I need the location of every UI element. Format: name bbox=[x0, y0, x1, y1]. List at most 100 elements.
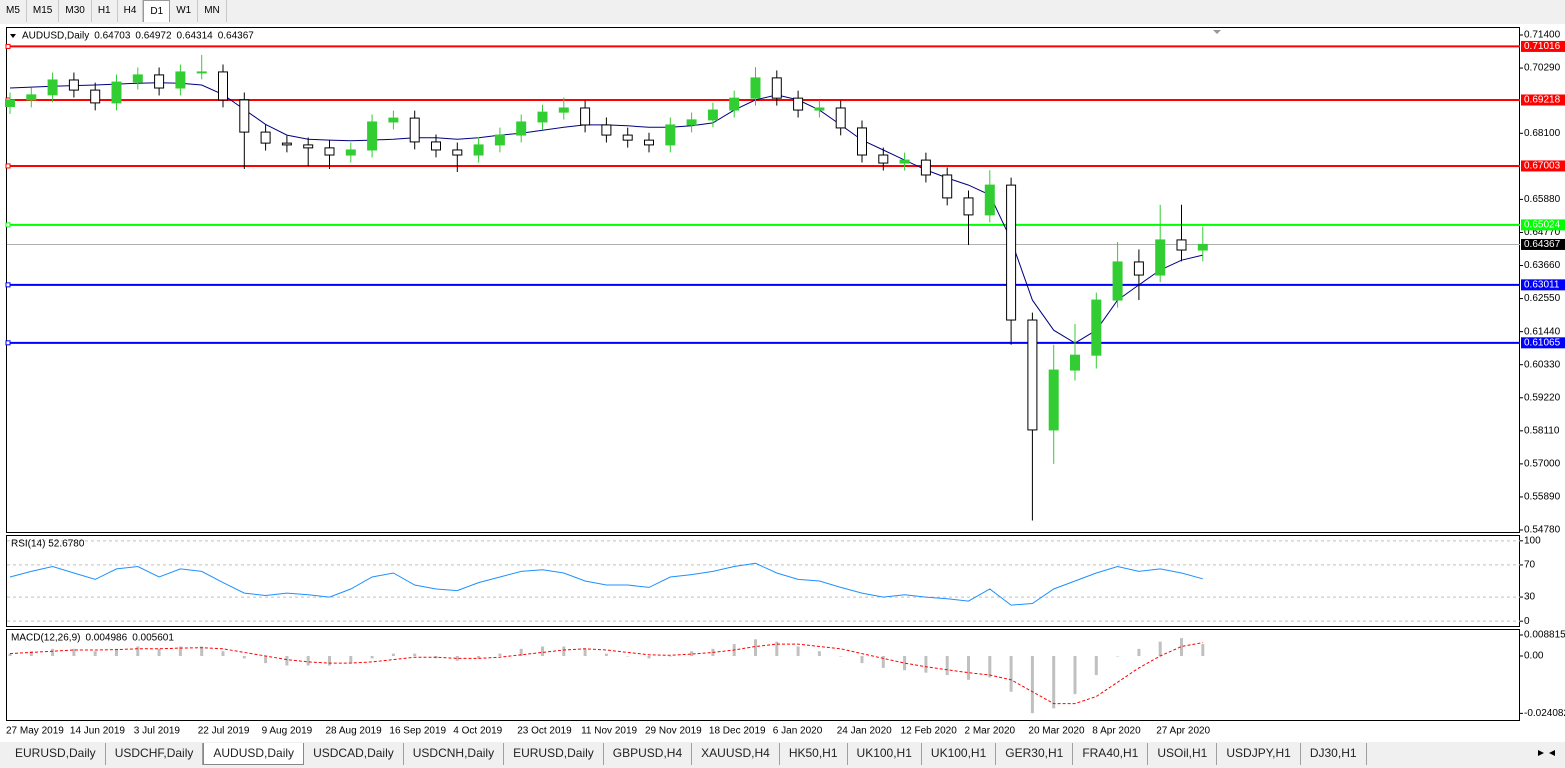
chart-tab[interactable]: USDJPY,H1 bbox=[1217, 743, 1301, 765]
y-tick-label: 0.64770 bbox=[1524, 227, 1561, 238]
tab-scroll-arrows bbox=[1538, 750, 1555, 756]
y-tick-label: 0.60330 bbox=[1524, 359, 1561, 370]
timeframe-button[interactable]: M5 bbox=[0, 0, 27, 22]
chart-tab[interactable]: USDCHF,Daily bbox=[106, 743, 204, 765]
candle-body bbox=[68, 79, 79, 91]
x-tick-label: 27 May 2019 bbox=[6, 726, 64, 737]
candle-body bbox=[942, 174, 953, 199]
timeframe-button[interactable]: M15 bbox=[27, 0, 60, 22]
macd-bar bbox=[1073, 655, 1077, 695]
level-price-label: 0.71016 bbox=[1524, 41, 1561, 52]
macd-bar bbox=[413, 653, 417, 656]
macd-bar bbox=[1009, 655, 1013, 692]
macd-bar bbox=[157, 648, 161, 656]
macd-bar bbox=[1137, 648, 1141, 656]
chart-tab[interactable]: HK50,H1 bbox=[780, 743, 848, 765]
x-tick-label: 12 Feb 2020 bbox=[901, 726, 958, 737]
candle-body bbox=[1197, 243, 1208, 251]
candle-body bbox=[963, 197, 974, 216]
x-tick-label: 8 Apr 2020 bbox=[1092, 726, 1141, 737]
chart-tab[interactable]: USDCAD,Daily bbox=[304, 743, 404, 765]
chart-tab[interactable]: XAUUSD,H4 bbox=[692, 743, 780, 765]
macd-bar bbox=[29, 651, 33, 656]
main-panel-frame bbox=[6, 27, 1520, 533]
x-tick-label: 22 Jul 2019 bbox=[198, 726, 250, 737]
chart-tab[interactable]: AUDUSD,Daily bbox=[203, 743, 305, 765]
macd-bar bbox=[221, 651, 225, 656]
macd-bar bbox=[519, 648, 523, 656]
current-price-label: 0.64367 bbox=[1524, 239, 1561, 250]
chart-tab[interactable]: EURUSD,Daily bbox=[504, 743, 604, 765]
candle-body bbox=[984, 184, 995, 216]
candle-body bbox=[281, 142, 292, 146]
candle-body bbox=[622, 134, 633, 141]
level-handle bbox=[5, 43, 11, 49]
chart-header: 0.64367 bbox=[218, 31, 255, 42]
candle-body bbox=[1006, 184, 1017, 321]
candle-body bbox=[857, 127, 867, 156]
candle-body bbox=[5, 99, 15, 107]
chart-tab[interactable]: USDCNH,Daily bbox=[404, 743, 505, 765]
macd-bar bbox=[51, 648, 55, 656]
macd-bar bbox=[967, 655, 970, 680]
macd-bar bbox=[604, 653, 608, 656]
chart-header: 0.64972 bbox=[135, 31, 172, 42]
candle-body bbox=[835, 107, 846, 129]
chart-tab[interactable]: USOil,H1 bbox=[1148, 743, 1218, 765]
y-tick-label: 100 bbox=[1524, 535, 1541, 546]
candle-body bbox=[90, 89, 101, 104]
candle-body bbox=[132, 74, 143, 83]
chart-tab[interactable]: UK100,H1 bbox=[848, 743, 922, 765]
macd-bar bbox=[796, 646, 800, 656]
x-tick-label: 18 Dec 2019 bbox=[709, 726, 766, 737]
y-tick-label: 0.58110 bbox=[1524, 425, 1560, 436]
level-price-box bbox=[1521, 219, 1565, 231]
timeframe-button[interactable]: M30 bbox=[59, 0, 92, 22]
candle-body bbox=[601, 124, 612, 136]
chart-tab[interactable]: DJ30,H1 bbox=[1301, 743, 1367, 765]
y-tick-label: -0.024082 bbox=[1524, 708, 1565, 719]
macd-bar bbox=[754, 639, 757, 656]
candle-body bbox=[260, 131, 271, 144]
timeframe-button[interactable]: H1 bbox=[92, 0, 118, 22]
candle-body bbox=[367, 121, 378, 151]
chart-tab[interactable]: EURUSD,Daily bbox=[6, 743, 106, 765]
candle-body bbox=[388, 117, 399, 123]
x-tick-label: 24 Jan 2020 bbox=[837, 726, 892, 737]
timeframe-button[interactable]: W1 bbox=[170, 0, 199, 22]
macd-bar bbox=[72, 648, 76, 656]
y-tick-label: 0.62550 bbox=[1524, 293, 1561, 304]
candle-body bbox=[771, 77, 782, 99]
rsi-panel-frame bbox=[6, 535, 1520, 627]
y-tick-label: 70 bbox=[1524, 560, 1536, 571]
chart-tab[interactable]: GER30,H1 bbox=[996, 743, 1074, 765]
level-price-box bbox=[1521, 40, 1565, 52]
timeframe-toolbar: M5 M15 M30 H1 H4 D1 W1 MN bbox=[0, 0, 227, 22]
shift-marker bbox=[1213, 30, 1221, 34]
timeframe-button[interactable]: MN bbox=[198, 0, 227, 22]
macd-bar bbox=[775, 641, 779, 656]
x-tick-label: 9 Aug 2019 bbox=[262, 726, 313, 737]
chart-tab[interactable]: GBPUSD,H4 bbox=[604, 743, 693, 765]
candle-body bbox=[473, 144, 484, 156]
candle-body bbox=[345, 149, 356, 156]
x-tick-label: 28 Aug 2019 bbox=[326, 726, 383, 737]
timeframe-button[interactable]: H4 bbox=[118, 0, 144, 22]
candle-body bbox=[111, 81, 122, 104]
macd-bar bbox=[668, 655, 672, 657]
candle-body bbox=[516, 121, 527, 136]
macd-bar bbox=[1201, 644, 1205, 656]
level-price-label: 0.61065 bbox=[1524, 337, 1561, 348]
chart-tab[interactable]: FRA40,H1 bbox=[1073, 743, 1149, 765]
candle-body bbox=[1176, 239, 1187, 251]
timeframe-button[interactable]: D1 bbox=[143, 0, 171, 22]
y-tick-label: 0 bbox=[1524, 616, 1530, 627]
macd-bar bbox=[945, 655, 949, 676]
y-tick-label: 0.61440 bbox=[1524, 326, 1561, 337]
macd-bar bbox=[349, 655, 353, 664]
macd-bar bbox=[93, 651, 97, 656]
macd-bar bbox=[903, 655, 907, 671]
chart-tab[interactable]: UK100,H1 bbox=[922, 743, 997, 765]
macd-signal bbox=[9, 642, 1203, 705]
macd-bar bbox=[626, 655, 630, 657]
